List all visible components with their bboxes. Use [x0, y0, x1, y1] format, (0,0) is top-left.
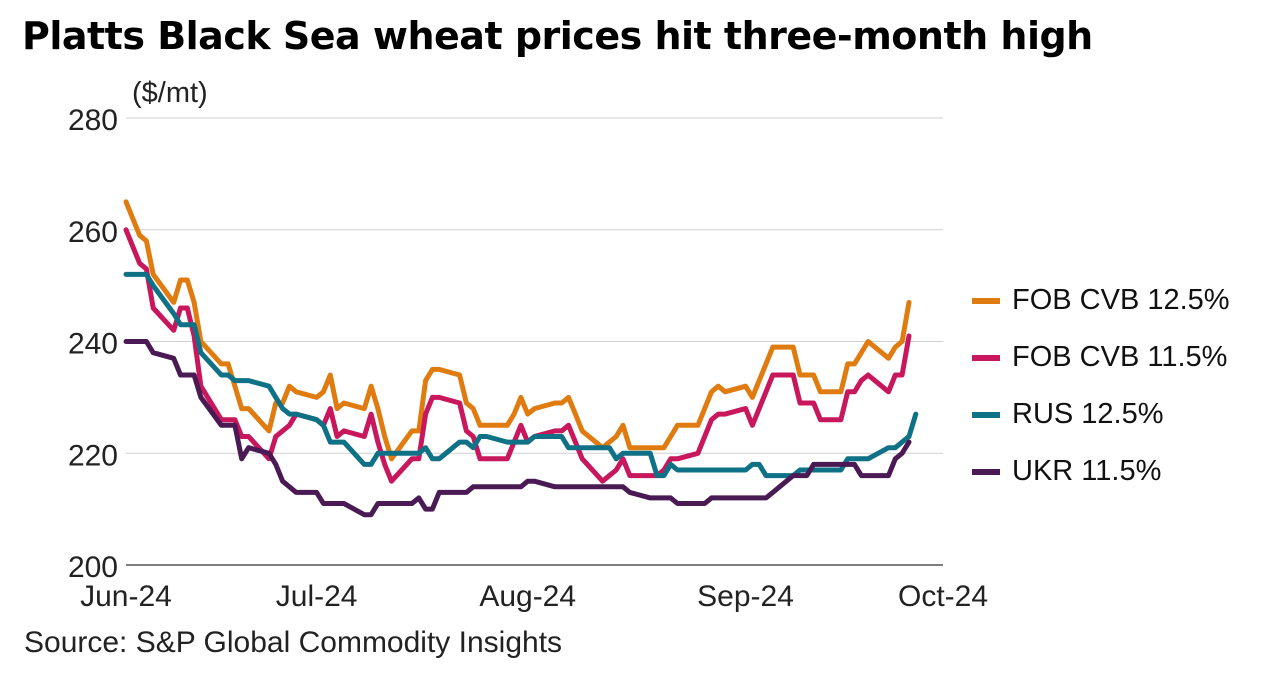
- x-tick-label-sep-24: Sep-24: [697, 580, 794, 613]
- x-tick-label-aug-24: Aug-24: [479, 580, 576, 613]
- series-line-3: [123, 339, 912, 518]
- legend-swatch-fob-cvb-12-5: [972, 297, 1000, 304]
- legend-label-fob-cvb-11-5: FOB CVB 11.5%: [1012, 341, 1228, 373]
- x-tick-label-jun-24: Jun-24: [80, 580, 172, 613]
- legend-item-ukr-11-5: UKR 11.5%: [972, 443, 1230, 500]
- legend-swatch-fob-cvb-11-5: [972, 354, 1000, 361]
- chart-title: Platts Black Sea wheat prices hit three-…: [22, 14, 1093, 58]
- legend-label-ukr-11-5: UKR 11.5%: [1012, 455, 1162, 487]
- series-lines: [123, 199, 919, 518]
- series-line-1: [123, 227, 912, 484]
- legend-swatch-ukr-11-5: [972, 468, 1000, 475]
- source-note: Source: S&P Global Commodity Insights: [24, 626, 563, 659]
- y-tick-label-240: 240: [68, 328, 118, 361]
- y-axis-unit-label: ($/mt): [132, 77, 208, 109]
- legend-label-rus-12-5: RUS 12.5%: [1012, 398, 1164, 430]
- x-tick-label-jul-24: Jul-24: [276, 580, 358, 613]
- x-tick-labels: Jun-24 Jul-24 Aug-24 Sep-24 Oct-24: [80, 580, 988, 613]
- y-tick-label-280: 280: [68, 104, 118, 137]
- y-tick-label-260: 260: [68, 216, 118, 249]
- legend-item-fob-cvb-12-5: FOB CVB 12.5%: [972, 272, 1230, 329]
- legend-item-rus-12-5: RUS 12.5%: [972, 386, 1230, 443]
- y-tick-label-220: 220: [68, 439, 118, 472]
- x-tick-label-oct-24: Oct-24: [898, 580, 988, 613]
- series-line-2: [123, 271, 919, 479]
- legend-swatch-rus-12-5: [972, 411, 1000, 418]
- legend-item-fob-cvb-11-5: FOB CVB 11.5%: [972, 329, 1230, 386]
- legend-label-fob-cvb-12-5: FOB CVB 12.5%: [1012, 284, 1230, 316]
- legend: FOB CVB 12.5% FOB CVB 11.5% RUS 12.5% UK…: [972, 272, 1230, 500]
- y-tick-labels: 200 220 240 260 280: [68, 104, 118, 584]
- y-tick-label-200: 200: [68, 551, 118, 584]
- series-line-0: [123, 199, 912, 462]
- gridlines: [126, 117, 943, 566]
